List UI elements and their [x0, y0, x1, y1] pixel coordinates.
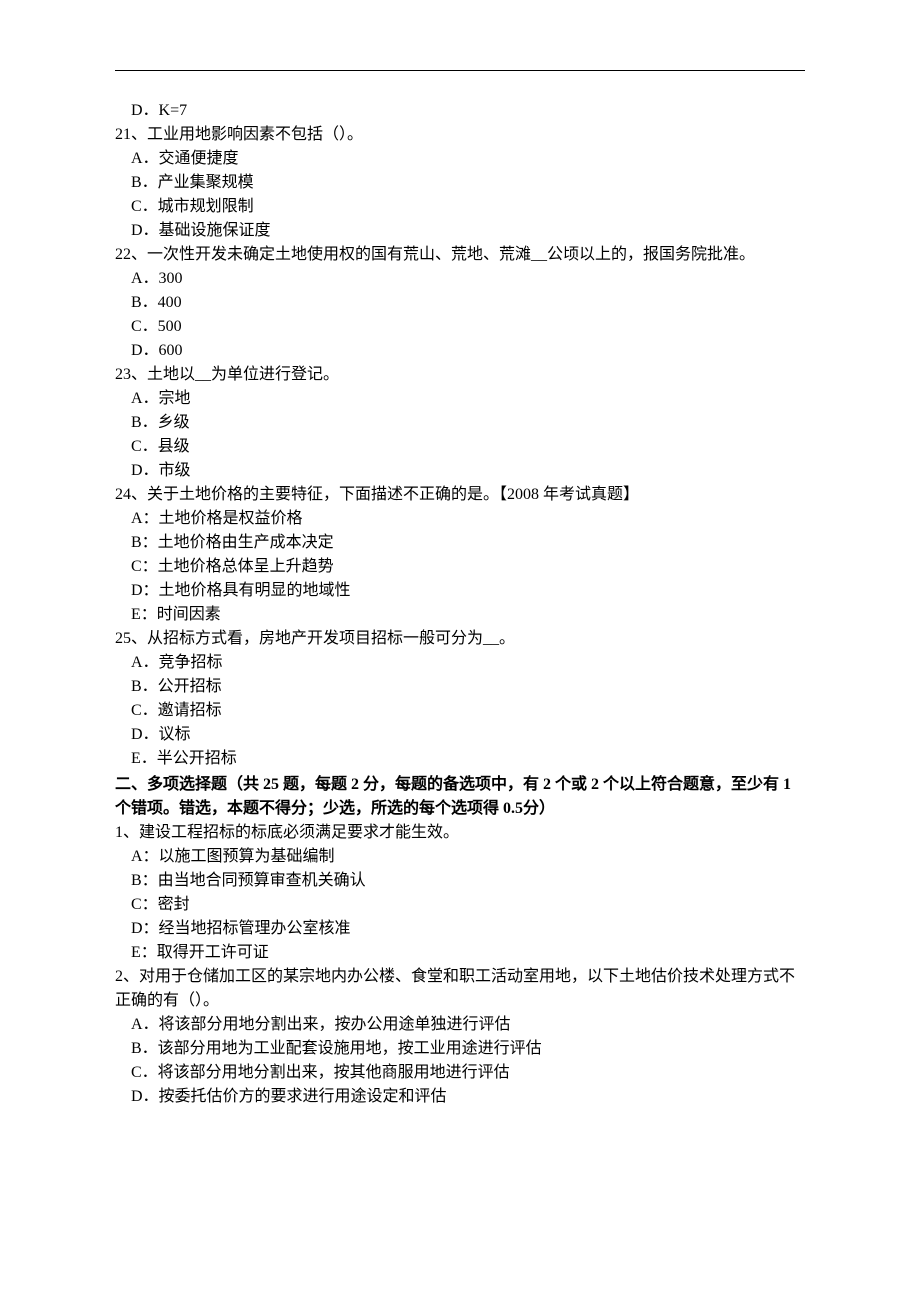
top-rule: [115, 70, 805, 71]
option: A．竞争招标: [115, 651, 805, 675]
question-text: 土地以__为单位进行登记。: [147, 366, 339, 383]
option: A．将该部分用地分割出来，按办公用途单独进行评估: [115, 1013, 805, 1037]
option: B．400: [115, 291, 805, 315]
question-stem: 25、从招标方式看，房地产开发项目招标一般可分为__。: [115, 627, 805, 651]
question-stem: 22、一次性开发未确定土地使用权的国有荒山、荒地、荒滩__公顷以上的，报国务院批…: [115, 243, 805, 267]
option: B．乡级: [115, 411, 805, 435]
option: D：经当地招标管理办公室核准: [115, 917, 805, 941]
option: A．宗地: [115, 387, 805, 411]
page: D．K=7 21、工业用地影响因素不包括（）。 A．交通便捷度 B．产业集聚规模…: [0, 0, 920, 1302]
option: D．市级: [115, 459, 805, 483]
option: B．产业集聚规模: [115, 171, 805, 195]
option: D：土地价格具有明显的地域性: [115, 579, 805, 603]
question-number: 21: [115, 126, 131, 143]
question-text: 一次性开发未确定土地使用权的国有荒山、荒地、荒滩__公顷以上的，报国务院批准。: [147, 246, 755, 263]
question-text: 工业用地影响因素不包括（）。: [147, 126, 363, 143]
question-number: 25: [115, 630, 131, 647]
option: A：以施工图预算为基础编制: [115, 845, 805, 869]
option: D．按委托估价方的要求进行用途设定和评估: [115, 1085, 805, 1109]
orphan-option: D．K=7: [115, 99, 805, 123]
option: A．交通便捷度: [115, 147, 805, 171]
option: E．半公开招标: [115, 747, 805, 771]
option: B：土地价格由生产成本决定: [115, 531, 805, 555]
question-stem: 24、关于土地价格的主要特征，下面描述不正确的是。【2008 年考试真题】: [115, 483, 805, 507]
option: C：土地价格总体呈上升趋势: [115, 555, 805, 579]
question-text: 从招标方式看，房地产开发项目招标一般可分为__。: [147, 630, 515, 647]
question-number: 1: [115, 824, 123, 841]
option: C．城市规划限制: [115, 195, 805, 219]
option: C：密封: [115, 893, 805, 917]
question-stem: 21、工业用地影响因素不包括（）。: [115, 123, 805, 147]
option: C．邀请招标: [115, 699, 805, 723]
option: A：土地价格是权益价格: [115, 507, 805, 531]
option: B．该部分用地为工业配套设施用地，按工业用途进行评估: [115, 1037, 805, 1061]
question-number: 24: [115, 486, 131, 503]
question-text: 建设工程招标的标底必须满足要求才能生效。: [139, 824, 459, 841]
question-stem: 1、建设工程招标的标底必须满足要求才能生效。: [115, 821, 805, 845]
question-number: 22: [115, 246, 131, 263]
option: D．基础设施保证度: [115, 219, 805, 243]
question-stem: 23、土地以__为单位进行登记。: [115, 363, 805, 387]
section-heading: 二、多项选择题（共 25 题，每题 2 分，每题的备选项中，有 2 个或 2 个…: [115, 773, 805, 821]
option: E：时间因素: [115, 603, 805, 627]
option: D．600: [115, 339, 805, 363]
option: A．300: [115, 267, 805, 291]
option: D．议标: [115, 723, 805, 747]
question-number: 2: [115, 968, 123, 985]
question-text: 关于土地价格的主要特征，下面描述不正确的是。【2008 年考试真题】: [147, 486, 639, 503]
option: C．500: [115, 315, 805, 339]
option: E：取得开工许可证: [115, 941, 805, 965]
option: C．县级: [115, 435, 805, 459]
question-number: 23: [115, 366, 131, 383]
option: B：由当地合同预算审查机关确认: [115, 869, 805, 893]
option: B．公开招标: [115, 675, 805, 699]
question-text: 对用于仓储加工区的某宗地内办公楼、食堂和职工活动室用地，以下土地估价技术处理方式…: [115, 968, 795, 1009]
question-stem: 2、对用于仓储加工区的某宗地内办公楼、食堂和职工活动室用地，以下土地估价技术处理…: [115, 965, 805, 1013]
option: C．将该部分用地分割出来，按其他商服用地进行评估: [115, 1061, 805, 1085]
